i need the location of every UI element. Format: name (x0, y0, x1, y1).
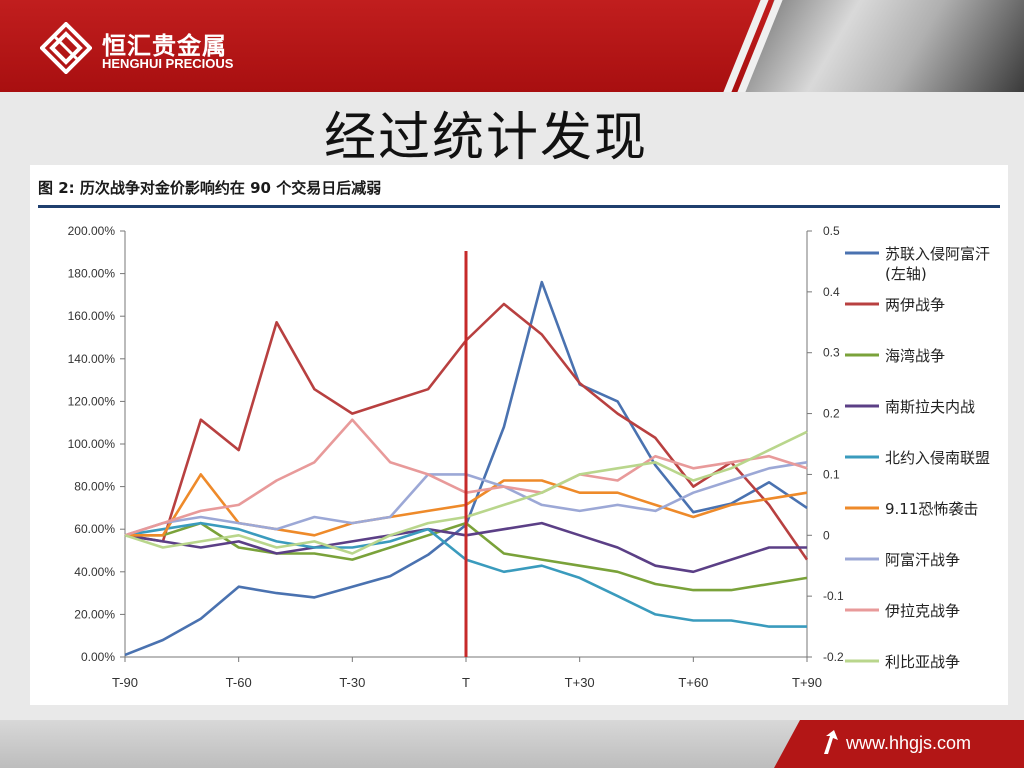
brand-name-cn: 恒汇贵金属 (102, 32, 227, 60)
website-url[interactable]: www.hhgjs.com (846, 733, 972, 753)
left-axis-tick-label: 80.00% (74, 480, 115, 494)
legend-label: 伊拉克战争 (885, 602, 960, 620)
legend-label: 9.11恐怖袭击 (885, 500, 978, 518)
henghui-logo-icon (40, 22, 92, 74)
legend-label: 海湾战争 (885, 347, 945, 365)
war-gold-line-chart: 0.00% 20.00% 40.00% 60.00% 80.00% 100.00% 120.… (68, 224, 990, 690)
x-axis-tick-label: T-30 (339, 675, 365, 690)
legend-label: 北约入侵南联盟 (885, 449, 990, 467)
left-axis-tick-label: 200.00% (68, 224, 116, 238)
slide-header: 恒汇贵金属 HENGHUI PRECIOUS (0, 0, 1024, 92)
right-axis-tick-label: 0.5 (823, 224, 840, 238)
x-axis-tick-label: T+90 (792, 675, 822, 690)
right-axis-tick-label: 0.4 (823, 285, 840, 299)
left-axis-tick-label: 120.00% (68, 394, 116, 408)
right-axis-tick-label: -0.2 (823, 650, 844, 664)
legend-label: 利比亚战争 (885, 653, 960, 671)
legend-label: 南斯拉夫内战 (885, 398, 975, 416)
right-axis-tick-label: 0 (823, 528, 830, 542)
legend-label: (左轴) (885, 265, 927, 283)
legend-label: 苏联入侵阿富汗 (885, 245, 990, 263)
left-axis-tick-label: 40.00% (74, 565, 115, 579)
left-axis-tick-label: 0.00% (81, 650, 115, 664)
left-axis-tick-label: 160.00% (68, 309, 116, 323)
x-axis-tick-label: T+60 (678, 675, 708, 690)
slide-title: 经过统计发现 (323, 108, 648, 168)
left-axis-tick-label: 100.00% (68, 437, 116, 451)
right-axis-tick-label: -0.1 (823, 589, 844, 603)
legend-label: 两伊战争 (885, 296, 945, 314)
x-axis-tick-label: T-60 (226, 675, 252, 690)
handshake-photo (744, 0, 1024, 92)
figure-title: 图 2: 历次战争对金价影响约在 90 个交易日后减弱 (38, 179, 382, 197)
legend-label: 阿富汗战争 (885, 551, 960, 569)
left-axis-tick-label: 20.00% (74, 607, 115, 621)
footer-red-band (774, 720, 1024, 768)
x-axis-tick-label: T-90 (112, 675, 138, 690)
right-axis-tick-label: 0.1 (823, 467, 840, 481)
left-axis-tick-label: 140.00% (68, 352, 116, 366)
arrow-cursor-icon (824, 730, 838, 754)
x-axis-tick-label: T (462, 675, 470, 690)
left-axis-tick-label: 60.00% (74, 522, 115, 536)
right-axis-tick-label: 0.3 (823, 346, 840, 360)
brand-name-en: HENGHUI PRECIOUS (102, 56, 234, 71)
left-axis-tick-label: 180.00% (68, 267, 116, 281)
figure-panel: 图 2: 历次战争对金价影响约在 90 个交易日后减弱 0.00% 20.00% 4… (30, 165, 1008, 705)
figure-title-rule (38, 205, 1000, 208)
right-axis-tick-label: 0.2 (823, 407, 840, 421)
x-axis-tick-label: T+30 (565, 675, 595, 690)
